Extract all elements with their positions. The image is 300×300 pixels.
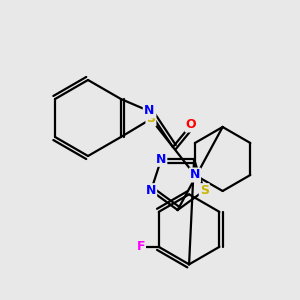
Text: O: O xyxy=(186,118,196,131)
Text: F: F xyxy=(136,240,145,253)
Text: N: N xyxy=(146,184,156,197)
Text: N: N xyxy=(156,153,166,166)
Text: N: N xyxy=(190,169,200,182)
Text: S: S xyxy=(146,112,155,125)
Text: S: S xyxy=(200,184,209,197)
Text: N: N xyxy=(144,104,154,118)
